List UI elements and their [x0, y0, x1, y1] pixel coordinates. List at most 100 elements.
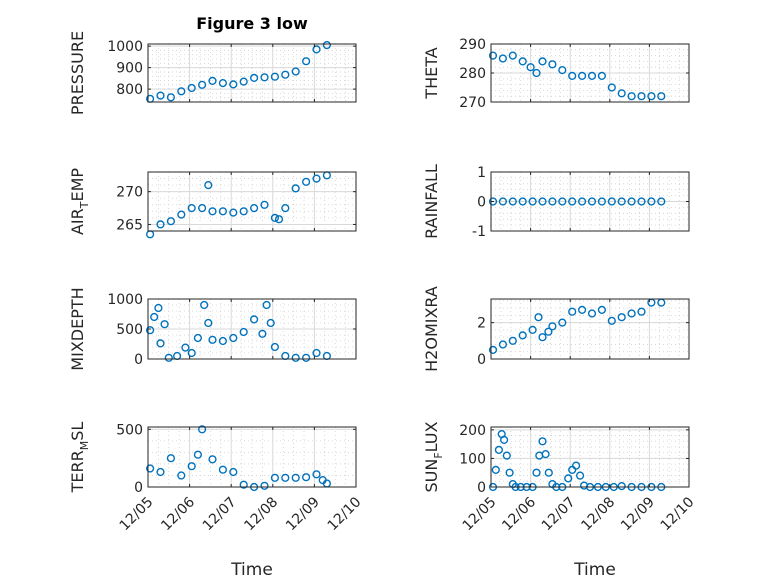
data-point [270, 342, 280, 352]
data-point [187, 348, 196, 358]
data-point [322, 40, 332, 50]
data-point [154, 303, 163, 313]
data-point [508, 197, 517, 206]
y-axis-label-main: SUN [422, 459, 441, 493]
x-tick-label: 12/09 [618, 494, 658, 534]
data-point [488, 197, 498, 206]
data-point [229, 80, 238, 89]
x-tick-label: 12/06 [158, 494, 198, 534]
data-point [260, 481, 269, 490]
y-axis-label: H2OMIXRA [422, 286, 441, 372]
data-point [502, 451, 511, 460]
y-tick-label: 0 [477, 195, 486, 211]
data-point [500, 435, 509, 445]
data-point [575, 471, 585, 480]
y-tick-label: 1000 [107, 292, 143, 308]
data-point [166, 454, 176, 463]
data-point [218, 78, 228, 88]
axes-box [147, 171, 357, 232]
data-point [617, 89, 626, 98]
data-series [488, 197, 666, 206]
x-tick-label: 12/09 [283, 494, 323, 534]
data-point [164, 353, 173, 362]
data-point [146, 326, 155, 335]
x-tick-label: 12/08 [578, 494, 618, 534]
figure-title: Figure 3 low [196, 14, 308, 33]
data-point [208, 207, 217, 216]
y-tick-label: 280 [459, 66, 486, 82]
data-point [312, 174, 321, 183]
data-point [239, 327, 248, 337]
data-series [146, 425, 332, 492]
y-axis-label: TERRMSL [68, 422, 91, 494]
x-axis-label-left: Time [230, 560, 273, 580]
data-series [488, 51, 666, 101]
data-point [187, 462, 196, 471]
data-point [229, 208, 238, 217]
data-point [627, 92, 636, 101]
data-point [498, 340, 508, 349]
data-point [160, 320, 169, 329]
data-point [166, 217, 176, 226]
data-point [637, 92, 646, 101]
data-point [548, 197, 557, 206]
data-point [156, 220, 165, 229]
data-point [617, 313, 626, 322]
data-point [239, 77, 248, 86]
data-point [494, 445, 504, 455]
data-point [564, 474, 573, 483]
axes-box [147, 426, 357, 488]
data-point [518, 331, 527, 340]
x-tick-label: 12/10 [325, 494, 365, 534]
subplot-3: 265 270 AIRTEMP [68, 168, 357, 239]
data-point [239, 207, 248, 216]
data-point [488, 345, 498, 355]
data-point [558, 318, 567, 327]
major-grid [491, 299, 689, 359]
data-point [541, 450, 550, 459]
y-tick-label: 0 [477, 480, 486, 496]
y-axis-label-rest: EMP [68, 168, 87, 202]
y-tick-label: 290 [459, 37, 486, 53]
data-point [538, 333, 547, 342]
data-point [281, 473, 290, 482]
data-point [250, 315, 259, 324]
subplot-4: -1 0 1 RAINFALL [422, 164, 690, 240]
data-point [627, 197, 636, 206]
data-point [250, 204, 259, 213]
data-point [498, 197, 508, 206]
y-tick-label: 1 [477, 165, 486, 181]
data-point [291, 184, 300, 193]
data-point [558, 65, 567, 75]
axes-box [490, 426, 690, 488]
y-tick-label: 200 [459, 423, 486, 439]
data-point [198, 80, 207, 89]
data-point [657, 92, 666, 101]
data-point [508, 51, 517, 60]
data-point [302, 473, 311, 482]
plot-area [148, 172, 356, 231]
data-series [146, 171, 332, 239]
data-point [518, 57, 527, 66]
data-point [526, 63, 535, 72]
data-point [302, 177, 311, 186]
data-point [637, 307, 646, 316]
plot-area [491, 299, 689, 359]
x-tick-label: 12/06 [499, 494, 539, 534]
x-tick-label: 12/05 [117, 494, 157, 534]
data-point [291, 67, 300, 76]
data-point [657, 197, 666, 206]
data-point [208, 76, 217, 86]
data-point [548, 60, 557, 69]
data-point [229, 333, 238, 343]
data-point [270, 213, 280, 223]
data-point [312, 470, 321, 479]
data-point [229, 467, 238, 477]
data-point [281, 70, 290, 79]
y-tick-label: 0 [477, 352, 486, 368]
data-point [156, 467, 165, 477]
y-axis-label-subscript: T [78, 201, 91, 209]
data-point [538, 437, 547, 446]
data-point [177, 471, 186, 480]
